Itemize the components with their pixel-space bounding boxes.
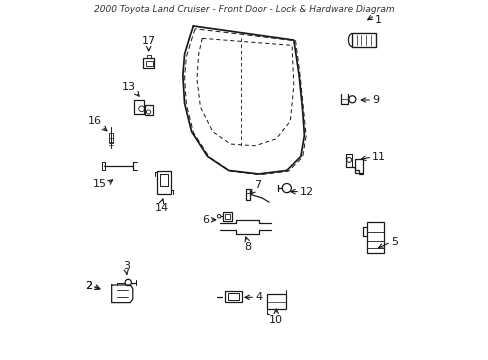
Text: 8: 8: [243, 242, 250, 252]
Bar: [366, 221, 383, 253]
Text: 14: 14: [154, 203, 168, 213]
Text: 9: 9: [371, 95, 378, 105]
Bar: [143, 58, 154, 68]
Text: 12: 12: [300, 186, 314, 197]
Bar: [109, 134, 113, 143]
Bar: [102, 162, 105, 170]
Text: 5: 5: [390, 237, 397, 247]
Text: 3: 3: [122, 261, 130, 271]
Bar: [245, 189, 250, 200]
Text: 1: 1: [374, 15, 381, 26]
Text: 2: 2: [85, 281, 92, 291]
Text: 16: 16: [88, 116, 102, 126]
Text: 2000 Toyota Land Cruiser - Front Door - Lock & Hardware Diagram: 2000 Toyota Land Cruiser - Front Door - …: [94, 5, 394, 14]
Text: 4: 4: [255, 292, 262, 302]
Bar: [134, 100, 143, 114]
Bar: [354, 159, 362, 173]
Bar: [352, 33, 376, 47]
Bar: [223, 212, 232, 221]
Text: 11: 11: [371, 152, 385, 162]
Text: 7: 7: [254, 180, 261, 190]
Bar: [160, 174, 168, 186]
Text: 13: 13: [122, 82, 136, 92]
Text: 2: 2: [85, 281, 92, 291]
Bar: [227, 293, 238, 300]
Text: 17: 17: [142, 36, 155, 46]
Text: 15: 15: [93, 179, 107, 189]
Bar: [144, 105, 152, 115]
Bar: [224, 214, 229, 219]
Text: 6: 6: [202, 215, 209, 225]
Bar: [157, 171, 170, 194]
Bar: [224, 291, 241, 302]
Bar: [146, 61, 152, 66]
Text: 10: 10: [269, 315, 283, 325]
Bar: [266, 294, 285, 309]
